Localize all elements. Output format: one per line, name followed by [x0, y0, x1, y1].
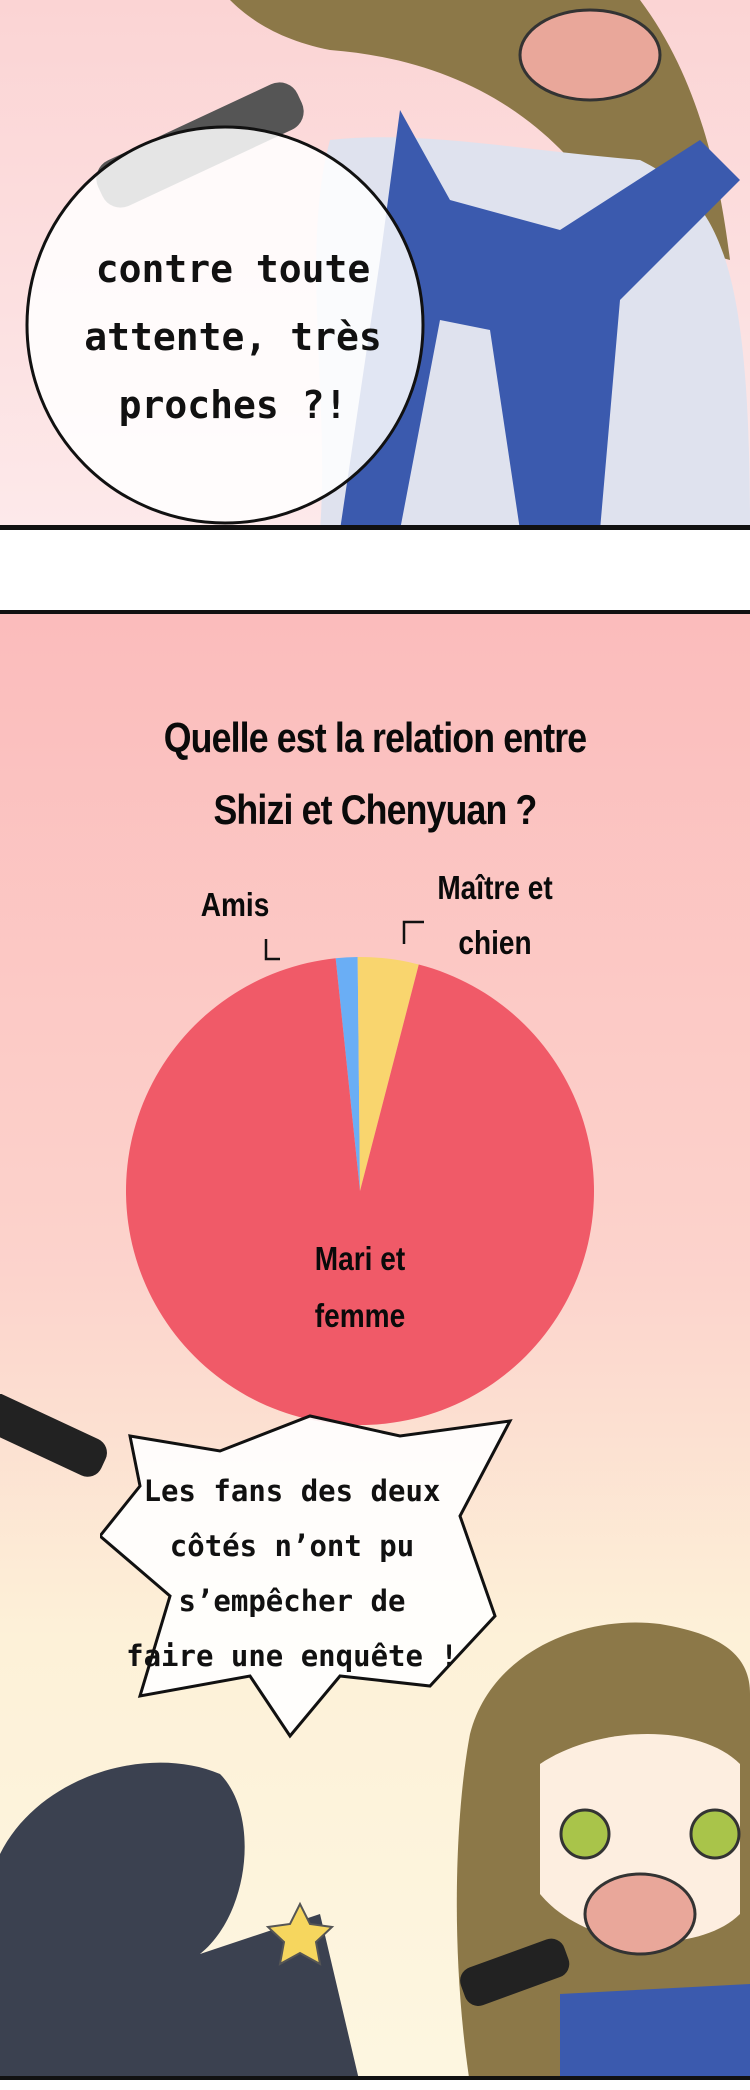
- pie-slice-mari-et-femme: [126, 958, 595, 1425]
- panel-bottom-art: [0, 1394, 750, 2076]
- bubble-line: s’empêcher de: [178, 1584, 406, 1618]
- bubble-line: attente, très: [84, 315, 382, 359]
- star-icon: [265, 1901, 335, 1966]
- label-amis: Amis: [200, 886, 270, 923]
- sailor-collar: [560, 1984, 750, 2076]
- microphone-right: [460, 1938, 570, 2006]
- bubble-text: contre toute attente, très proches ?!: [84, 235, 381, 439]
- label-mari-line-1: Mari et: [314, 1240, 406, 1277]
- girl-mouth: [518, 8, 662, 102]
- label-leader-lines: [264, 920, 424, 961]
- chart-title-line-2: Shizi et Chenyuan ?: [213, 786, 537, 833]
- chart-title-line-1: Quelle est la relation entre: [163, 714, 587, 761]
- pie-slice-amis: [335, 957, 360, 1191]
- sailor-collar: [340, 110, 740, 525]
- girl-face: [540, 1734, 740, 1942]
- leader-maitre: [402, 920, 424, 944]
- mascot-figure: [0, 1762, 359, 2076]
- label-maitre-line-2: chien: [458, 924, 532, 961]
- label-maitre-line-1: Maître et: [437, 869, 553, 906]
- pie-chart: [126, 957, 595, 1425]
- leader-amis: [264, 939, 280, 961]
- bubble-text: Les fans des deux côtés n’ont pu s’empêc…: [126, 1464, 458, 1684]
- label-mari-line-2: femme: [314, 1297, 406, 1334]
- bubble-line: Les fans des deux: [143, 1474, 441, 1508]
- bubble-line: faire une enquête !: [126, 1639, 458, 1673]
- microphone-left: [0, 1394, 107, 1477]
- bubble-line: côtés n’ont pu: [169, 1529, 415, 1563]
- speech-bubble: [25, 125, 425, 525]
- panel-top-art: [96, 0, 750, 525]
- panel-bottom: Quelle est la relation entre Shizi et Ch…: [0, 610, 750, 2080]
- girl-eye-right: [689, 1808, 741, 1860]
- girl-eye-left: [559, 1808, 611, 1860]
- speech-bubble: [100, 1414, 513, 1739]
- pie-slice-ma-tre-et-chien: [357, 957, 419, 1191]
- bubble-line: contre toute: [95, 247, 371, 291]
- bubble-line: proches ?!: [118, 383, 348, 427]
- girl-mouth: [583, 1872, 697, 1956]
- panel-top: contre toute attente, très proches ?!: [0, 0, 750, 530]
